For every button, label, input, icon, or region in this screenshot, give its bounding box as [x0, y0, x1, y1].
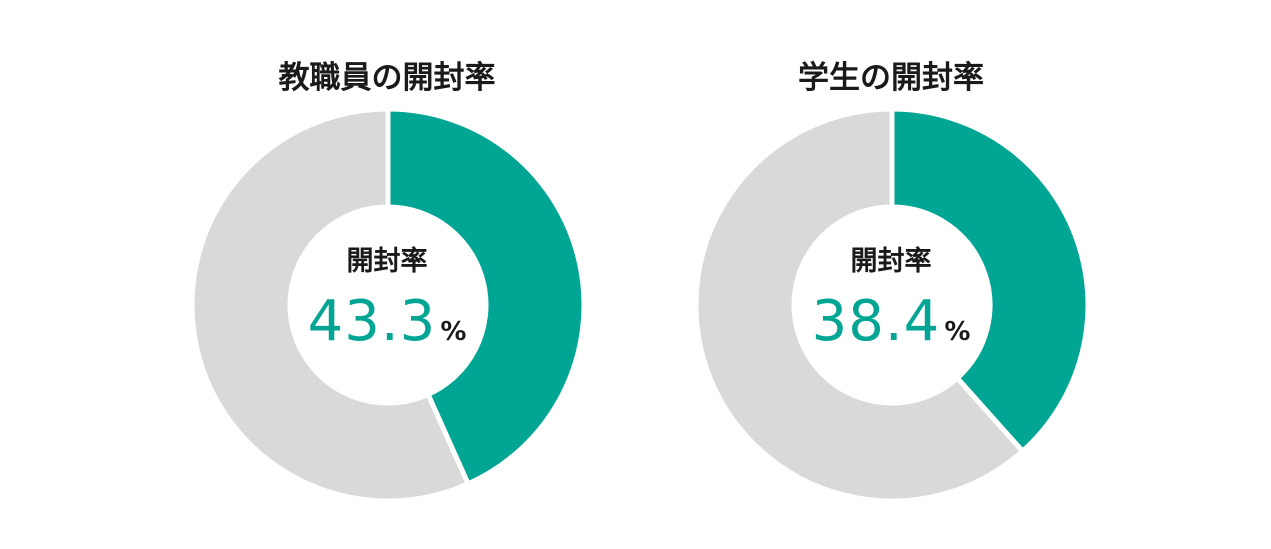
staff-open-rate-chart: 教職員の開封率 開封率 43.3% [137, 0, 637, 549]
center-label: 開封率 [850, 246, 932, 277]
open-rate-value: 43.3 [307, 289, 437, 354]
unopened-slice [693, 106, 1027, 504]
percent-unit: % [440, 317, 467, 347]
unopened-slice [189, 106, 472, 504]
chart-title: 学生の開封率 [798, 60, 984, 96]
open-slice [889, 106, 1091, 455]
open-rate-value: 38.4 [811, 289, 941, 354]
students-open-rate-chart: 学生の開封率 開封率 38.4% [641, 0, 1141, 549]
donut-chart [693, 106, 1091, 504]
open-slice [385, 106, 587, 488]
center-value: 43.3% [137, 286, 637, 371]
percent-unit: % [944, 317, 971, 347]
chart-title: 教職員の開封率 [278, 60, 496, 96]
donut-chart [189, 106, 587, 504]
center-value: 38.4% [641, 286, 1141, 371]
center-label: 開封率 [346, 246, 428, 277]
